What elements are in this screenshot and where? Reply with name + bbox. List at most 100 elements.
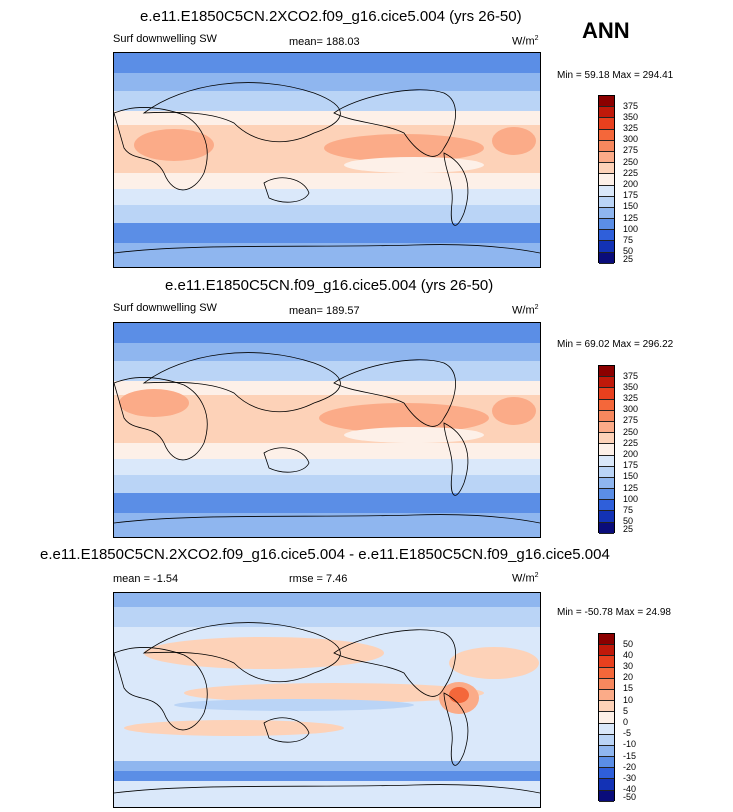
colorbar-tick: 325 [623, 393, 639, 403]
season-label: ANN [582, 18, 630, 43]
colorbar-tick: 250 [623, 157, 639, 167]
colorbar-swatch [599, 96, 614, 108]
colorbar-swatch [599, 689, 614, 702]
colorbar-tick: 150 [623, 201, 639, 211]
colorbar-swatch [599, 118, 614, 130]
colorbar-swatch [599, 477, 614, 490]
colorbar-tick: 150 [623, 471, 639, 481]
colorbar-swatch [599, 667, 614, 679]
panel-1-mean: mean= 188.03 [289, 36, 360, 48]
colorbar-tick: -50 [623, 792, 637, 802]
colorbar-swatch [599, 790, 614, 802]
colorbar-tick: 225 [623, 438, 639, 448]
colorbar-swatch [599, 377, 614, 389]
panel-2-colorbar [598, 365, 615, 534]
panel-1-title: e.e11.E1850C5CN.2XCO2.f09_g16.cice5.004 … [140, 8, 522, 25]
panel-2-mean: mean= 189.57 [289, 305, 360, 317]
colorbar-tick: 15 [623, 683, 634, 693]
colorbar-tick: 50 [623, 246, 634, 256]
colorbar-swatch [599, 410, 614, 422]
colorbar-swatch [599, 466, 614, 478]
colorbar-swatch [599, 163, 614, 175]
colorbar-swatch [599, 241, 614, 253]
colorbar-swatch [599, 701, 614, 713]
panel-3-colorbar [598, 633, 615, 802]
colorbar-tick: 5 [623, 706, 629, 716]
colorbar-swatch [599, 511, 614, 523]
colorbar-swatch [599, 230, 614, 242]
panel-3-title: e.e11.E1850C5CN.2XCO2.f09_g16.cice5.004 … [40, 546, 610, 563]
colorbar-tick: 175 [623, 190, 639, 200]
colorbar-swatch [599, 757, 614, 769]
colorbar-swatch [599, 185, 614, 197]
colorbar-swatch [599, 151, 614, 164]
colorbar-tick: 375 [623, 101, 639, 111]
colorbar-tick: 325 [623, 123, 639, 133]
colorbar-tick: -30 [623, 773, 637, 783]
colorbar-swatch [599, 745, 614, 758]
colorbar-swatch [599, 723, 614, 735]
panel-2-minmax: Min = 69.02 Max = 296.22 [557, 339, 674, 350]
colorbar-swatch [599, 388, 614, 400]
colorbar-swatch [599, 444, 614, 456]
colorbar-tick: 250 [623, 427, 639, 437]
colorbar-tick: -10 [623, 739, 637, 749]
colorbar-swatch [599, 678, 614, 690]
colorbar-tick: 75 [623, 505, 634, 515]
colorbar-swatch [599, 522, 614, 534]
panel-1-map [113, 52, 541, 268]
colorbar-tick: 40 [623, 650, 634, 660]
panel-2-units: W/m2 [512, 304, 539, 317]
colorbar-swatch [599, 140, 614, 152]
colorbar-swatch [599, 107, 614, 119]
panel-3-rmse: rmse = 7.46 [289, 573, 348, 585]
colorbar-tick: 300 [623, 134, 639, 144]
colorbar-tick: 125 [623, 213, 639, 223]
colorbar-swatch [599, 252, 614, 264]
colorbar-swatch [599, 207, 614, 220]
colorbar-swatch [599, 219, 614, 231]
colorbar-tick: 25 [623, 524, 634, 534]
colorbar-swatch [599, 656, 614, 668]
colorbar-swatch [599, 421, 614, 434]
colorbar-tick: 30 [623, 661, 634, 671]
colorbar-tick: 350 [623, 382, 639, 392]
colorbar-swatch [599, 712, 614, 724]
colorbar-swatch [599, 768, 614, 780]
colorbar-tick: 275 [623, 145, 639, 155]
colorbar-tick: -40 [623, 784, 637, 794]
colorbar-swatch [599, 399, 614, 411]
panel-3-mean: mean = -1.54 [113, 573, 179, 585]
colorbar-tick: 175 [623, 460, 639, 470]
colorbar-swatch [599, 645, 614, 657]
colorbar-tick: 350 [623, 112, 639, 122]
panel-1-colorbar [598, 95, 615, 264]
colorbar-tick: 225 [623, 168, 639, 178]
panel-3-minmax: Min = -50.78 Max = 24.98 [557, 607, 671, 618]
colorbar-tick: -20 [623, 762, 637, 772]
colorbar-tick: 125 [623, 483, 639, 493]
panel-1-variable: Surf downwelling SW [113, 33, 217, 45]
colorbar-swatch [599, 779, 614, 791]
colorbar-tick: 375 [623, 371, 639, 381]
colorbar-tick: 10 [623, 695, 634, 705]
colorbar-tick: 25 [623, 254, 634, 264]
colorbar-tick: 50 [623, 639, 634, 649]
colorbar-swatch [599, 634, 614, 646]
colorbar-tick: 0 [623, 717, 629, 727]
colorbar-tick: 200 [623, 449, 639, 459]
colorbar-tick: 275 [623, 415, 639, 425]
colorbar-swatch [599, 196, 614, 208]
colorbar-tick: 75 [623, 235, 634, 245]
colorbar-swatch [599, 500, 614, 512]
colorbar-swatch [599, 433, 614, 445]
panel-2-title: e.e11.E1850C5CN.f09_g16.cice5.004 (yrs 2… [165, 277, 494, 294]
panel-2-variable: Surf downwelling SW [113, 302, 217, 314]
panel-1-minmax: Min = 59.18 Max = 294.41 [557, 70, 674, 81]
colorbar-tick: 20 [623, 672, 634, 682]
panel-1-units: W/m2 [512, 35, 539, 48]
colorbar-swatch [599, 174, 614, 186]
colorbar-swatch [599, 489, 614, 501]
panel-2-map [113, 322, 541, 538]
colorbar-swatch [599, 734, 614, 746]
